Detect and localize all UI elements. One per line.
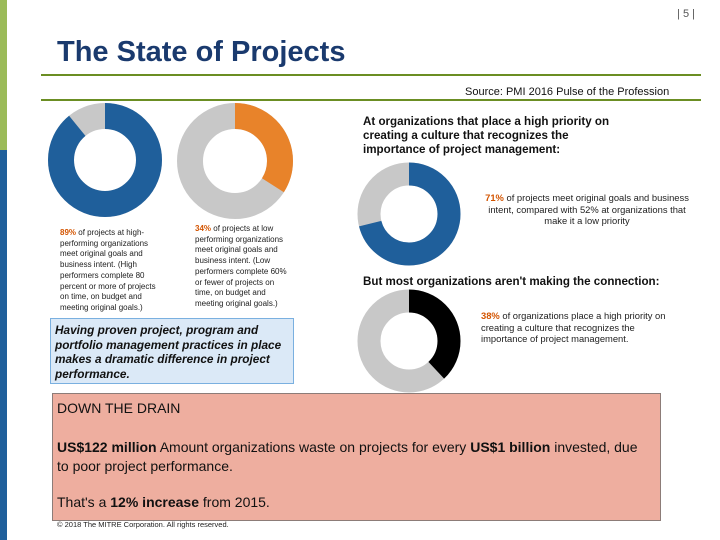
heading-most-organizations: But most organizations aren't making the… [363,275,660,288]
copyright-footer: © 2018 The MITRE Corporation. All rights… [57,520,229,529]
accent-bar-green [0,0,7,150]
heading-high-priority: At organizations that place a high prior… [363,115,610,157]
drain-statement: US$122 million Amount organizations wast… [57,439,638,474]
source-rule [41,99,701,101]
donut-chart-high-priority [357,162,461,266]
donut-chart-high-performers [48,103,162,217]
source-citation: Source: PMI 2016 Pulse of the Profession [465,86,670,98]
donut-highlight-segment [357,162,461,266]
donut-chart-culture-priority [357,289,461,393]
note-71-percent: 71% of projects meet original goals and … [485,192,689,227]
note-38-percent: 38% of organizations place a high priori… [481,310,666,345]
drain-increase: That's a 12% increase from 2015. [57,494,270,510]
accent-bar-blue [0,150,7,540]
donut-highlight-segment [357,289,461,393]
note-low-performers: 34% of projects at low performing organi… [195,224,287,308]
callout-box: Having proven project, program and portf… [50,318,294,384]
donut-highlight-segment [177,103,293,219]
donut-highlight-segment [48,103,162,217]
note-high-performers: 89% of projects at high-performing organ… [60,228,156,312]
page-number: | 5 | [677,8,695,20]
donut-chart-low-performers [177,103,293,219]
title-rule [41,74,701,76]
page-title: The State of Projects [57,36,346,68]
down-the-drain-box: DOWN THE DRAIN US$122 million Amount org… [52,393,661,521]
drain-title: DOWN THE DRAIN [57,400,181,416]
